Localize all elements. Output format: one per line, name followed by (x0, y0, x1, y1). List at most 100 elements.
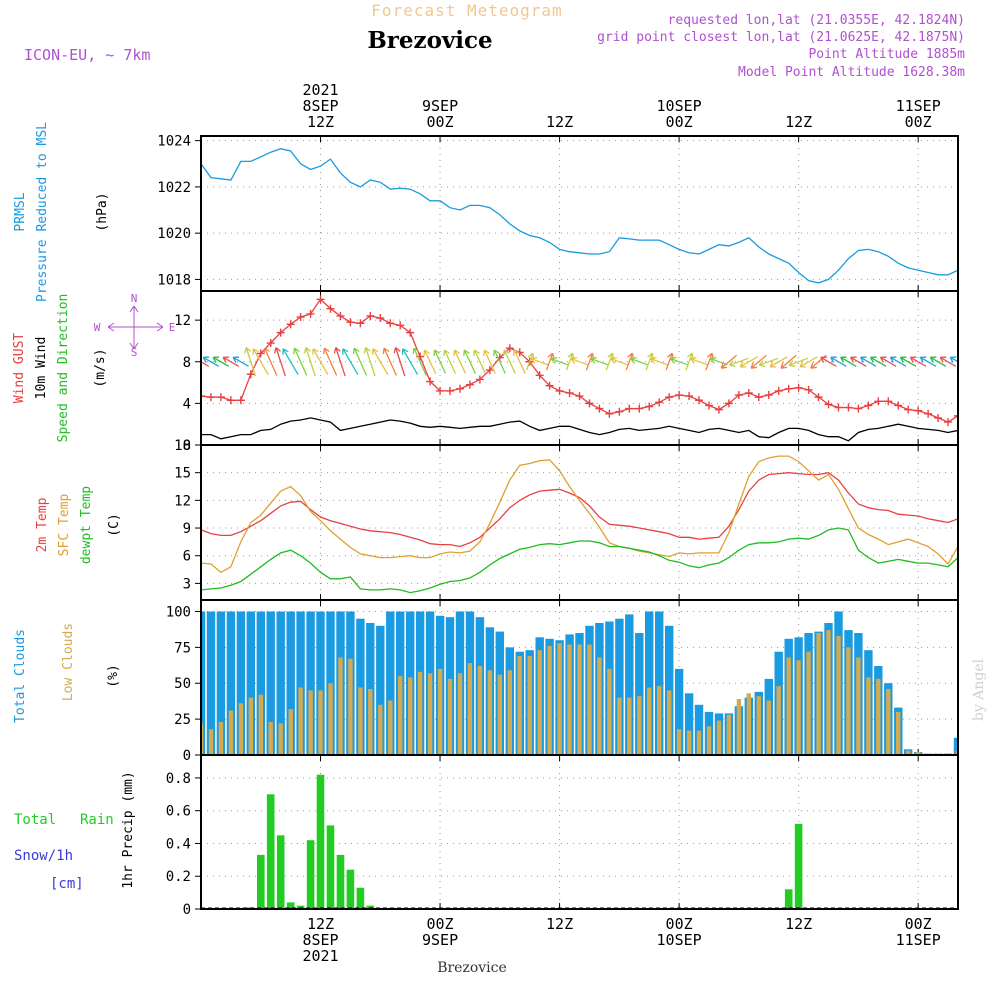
precip-frame (200, 754, 959, 910)
total-cloud-bar (266, 611, 275, 754)
wind-direction-arrow (545, 352, 555, 371)
wind-direction-arrow (630, 356, 648, 366)
wind-direction-arrow (273, 347, 286, 377)
wind-direction-arrow (293, 347, 308, 376)
compass-rose: N S W E (94, 292, 176, 359)
total-cloud-bar (615, 618, 624, 754)
gust-marker (455, 384, 464, 393)
time-label-top: 2021 (302, 81, 338, 99)
low-cloud-bar (447, 678, 453, 754)
wind-direction-arrow (333, 347, 346, 377)
gust-marker (794, 383, 803, 392)
precip-ytick-label: 0.6 (166, 804, 191, 820)
wind-direction-arrow (363, 347, 376, 377)
temperature-labels: 2m Temp SFC Temp dewpt Temp (C) (35, 486, 122, 564)
wind-direction-arrow (453, 349, 467, 374)
total-cloud-bar (376, 625, 385, 754)
wind-content (201, 295, 958, 442)
gust-marker (206, 393, 215, 402)
low-cloud-bar (896, 711, 901, 754)
low-cloud-bar (886, 689, 891, 754)
pressure-frame (200, 135, 959, 292)
wind-label-unit: (m/s) (93, 348, 108, 387)
wind-label-gust: Wind GUST (12, 333, 27, 404)
time-label-bottom: 12Z (546, 915, 573, 933)
gust-marker (326, 304, 335, 313)
gust-marker (545, 381, 554, 390)
low-cloud-bar (318, 690, 323, 754)
panel-precip: 0 0.2 0.4 0.6 0.8 (166, 754, 959, 918)
total-cloud-bar (316, 611, 325, 754)
pressure-ytick-label: 1022 (157, 180, 191, 196)
wind-direction-arrow (840, 356, 857, 367)
low-cloud-bar (208, 729, 214, 754)
precip-label-total: Total (14, 812, 56, 828)
gust-marker (714, 405, 723, 414)
footer-location: Brezovice (437, 960, 507, 976)
rain-bar (276, 835, 285, 908)
low-cloud-bar (427, 673, 433, 754)
low-cloud-bar (527, 656, 532, 754)
low-cloud-bar (338, 657, 343, 754)
low-cloud-bar (378, 704, 383, 754)
wind-label-dir: Speed and Direction (56, 294, 71, 443)
time-label-top: 00Z (427, 113, 454, 131)
total-cloud-bar (256, 611, 265, 754)
gust-marker (675, 391, 684, 400)
gust-marker (645, 402, 654, 411)
pressure-series-0 (201, 148, 958, 284)
wind-direction-arrow (590, 356, 609, 366)
time-label-bottom: 10SEP (657, 931, 702, 949)
gust-marker (226, 396, 235, 405)
precip-ytick-label: 0.2 (166, 869, 191, 885)
low-cloud-bar (826, 630, 831, 754)
gust-marker (695, 396, 704, 405)
wind-ytick-label: 8 (183, 355, 191, 371)
time-label-bottom: 2021 (302, 947, 338, 965)
cloud-label-total: Total Clouds (13, 629, 28, 723)
gust-marker (904, 405, 913, 414)
gust-marker (894, 401, 903, 410)
wind-direction-arrow (530, 356, 549, 366)
temperature-frame (200, 444, 959, 601)
gust-marker (565, 388, 574, 397)
gust-marker (216, 393, 225, 402)
credit-watermark: by Angel (971, 658, 987, 721)
total-cloud-bar (236, 611, 246, 754)
time-label-top: 12Z (546, 113, 573, 131)
rain-bar (794, 823, 803, 908)
wind-direction-arrow (899, 356, 917, 367)
compass-s: S (131, 346, 138, 359)
gust-marker (336, 311, 345, 320)
gust-marker (306, 309, 315, 318)
wind-direction-arrow (503, 349, 516, 374)
rain-bar (306, 840, 315, 908)
low-cloud-bar (457, 673, 463, 754)
temperature-ytick-label: 12 (174, 493, 191, 509)
time-label-top: 00Z (905, 113, 932, 131)
low-cloud-bar (706, 726, 712, 754)
precip-content (201, 774, 958, 909)
gust-marker (406, 328, 415, 337)
wind-direction-arrow (352, 347, 368, 376)
cloud-label-unit: (%) (106, 664, 121, 687)
wind-direction-arrow (820, 356, 837, 367)
gust-marker (844, 403, 853, 412)
total-cloud-bar (226, 611, 236, 754)
temperature-ytick-label: 6 (183, 549, 191, 565)
gust-marker (734, 391, 743, 400)
low-cloud-bar (248, 697, 253, 754)
time-label-top: 11SEP (896, 97, 941, 115)
low-cloud-bar (328, 683, 333, 754)
clouds-ytick-label: 75 (174, 640, 191, 656)
low-cloud-bar (607, 668, 612, 754)
total-cloud-bar (216, 611, 226, 754)
temp-label-2m: 2m Temp (35, 497, 50, 552)
gust-marker (854, 404, 863, 413)
wind-direction-arrow (263, 347, 278, 376)
wind-direction-arrow (463, 349, 476, 374)
wind-direction-arrow (780, 354, 797, 369)
gust-marker (475, 375, 484, 384)
precip-label-unit: 1hr Precip (mm) (121, 771, 136, 888)
wind-direction-arrow (483, 349, 496, 374)
